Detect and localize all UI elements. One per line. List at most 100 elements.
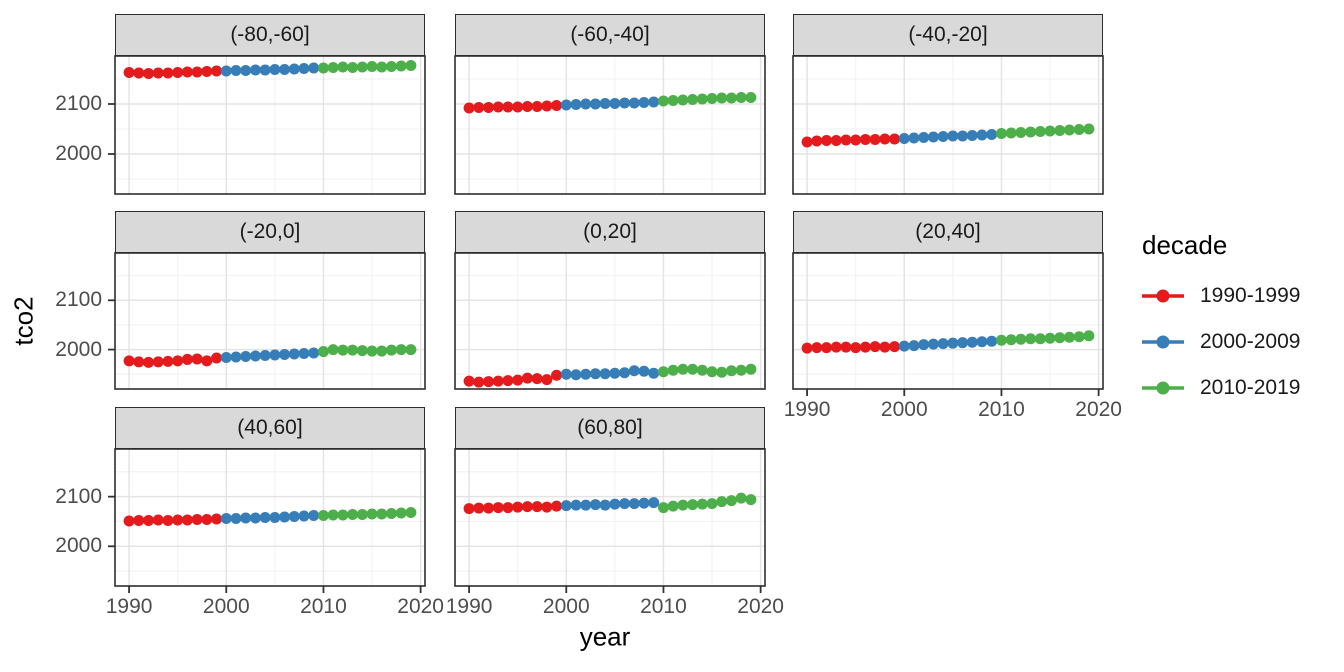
data-point (240, 65, 252, 76)
data-point (366, 508, 378, 520)
data-point (288, 348, 300, 360)
data-point (201, 355, 213, 367)
data-point (473, 102, 485, 113)
data-point (152, 67, 164, 79)
data-point (347, 509, 359, 521)
data-point (1015, 127, 1027, 138)
data-point (937, 131, 949, 142)
data-point (317, 62, 329, 74)
data-point (531, 501, 543, 513)
data-point (976, 129, 988, 141)
data-point (589, 499, 601, 511)
data-point (879, 341, 891, 353)
data-point (599, 499, 611, 511)
data-point (356, 509, 368, 521)
data-point (609, 98, 621, 109)
data-point (259, 349, 271, 361)
data-point (735, 492, 747, 504)
data-point (801, 136, 813, 148)
x-axis-title: year (579, 621, 631, 652)
data-point (570, 99, 582, 110)
facet-(0,20]: (0,20] (454, 211, 766, 390)
facet-strip-label: (40,60] (115, 407, 425, 449)
data-point (628, 498, 640, 510)
data-point (995, 334, 1007, 346)
data-point (648, 497, 660, 509)
data-point (298, 63, 310, 74)
data-point (308, 62, 320, 74)
legend: decade 1990-1999 2000-2009 2010-2019 (1142, 230, 1342, 422)
data-point (869, 341, 881, 353)
data-point (249, 64, 261, 76)
data-point (937, 338, 949, 350)
data-point (957, 337, 969, 349)
data-point (191, 513, 203, 525)
data-point (463, 375, 475, 387)
data-point (220, 351, 232, 363)
data-point (840, 134, 852, 146)
data-point (230, 351, 242, 363)
data-point (152, 356, 164, 368)
data-point (628, 365, 640, 377)
data-point (706, 498, 718, 510)
data-point (395, 507, 407, 519)
data-point (840, 341, 852, 353)
data-point (298, 348, 310, 360)
y-tick-label: 2000 (55, 142, 102, 165)
data-point (395, 60, 407, 72)
data-point (918, 339, 930, 351)
data-point (405, 344, 417, 356)
data-point (531, 373, 543, 385)
data-point (716, 92, 728, 104)
x-tick-label: 2020 (397, 595, 444, 618)
data-point (541, 374, 553, 386)
data-point (492, 101, 504, 113)
data-point (735, 364, 747, 376)
facet-(-60,-40]: (-60,-40] (454, 14, 766, 195)
facet-panel (454, 252, 766, 390)
data-point (599, 98, 611, 109)
data-point (667, 364, 679, 376)
data-point (1054, 125, 1066, 136)
x-tick-label: 1990 (445, 595, 493, 618)
legend-key-line-point-icon (1142, 289, 1184, 303)
data-point (317, 510, 329, 522)
data-point (211, 65, 223, 77)
data-point (269, 349, 281, 361)
data-point (512, 101, 524, 113)
data-point (521, 372, 533, 384)
data-point (687, 363, 699, 375)
data-point (869, 134, 881, 145)
data-point (1034, 333, 1046, 345)
data-point (492, 375, 504, 387)
data-point (976, 336, 988, 348)
data-point (521, 101, 533, 112)
data-point (995, 128, 1007, 139)
legend-key-line-point-icon (1142, 381, 1184, 395)
y-tick-label: 2100 (55, 92, 102, 115)
data-point (966, 130, 978, 141)
data-point (667, 95, 679, 106)
data-point (1015, 333, 1027, 345)
data-point (677, 363, 689, 375)
data-point (327, 62, 339, 73)
data-point (657, 366, 669, 378)
data-point (366, 345, 378, 357)
data-point (551, 369, 563, 381)
data-point (143, 68, 155, 79)
data-point (619, 367, 631, 379)
data-point (589, 368, 601, 380)
data-point (308, 347, 320, 359)
x-tick-label: 1990 (783, 398, 831, 421)
data-point (687, 94, 699, 105)
data-point (502, 101, 514, 113)
data-point (706, 366, 718, 378)
legend-entry: 2000-2009 (1142, 330, 1342, 354)
data-point (898, 133, 910, 144)
data-point (735, 92, 747, 103)
data-point (162, 514, 174, 526)
data-point (947, 337, 959, 349)
facet-strip-label: (60,80] (455, 407, 765, 449)
data-point (628, 97, 640, 109)
